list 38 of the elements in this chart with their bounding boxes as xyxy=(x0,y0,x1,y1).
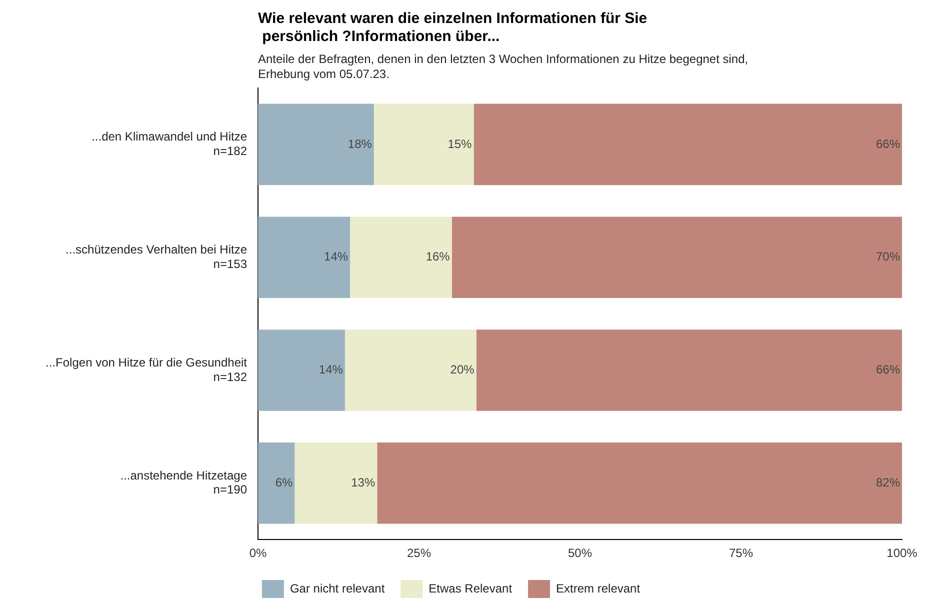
bar xyxy=(258,330,345,411)
data-label: 66% xyxy=(876,362,900,377)
y-tick-label: ...schützendes Verhalten bei Hitze n=153 xyxy=(66,242,248,271)
bar xyxy=(452,216,902,298)
bar xyxy=(474,104,902,186)
data-label: 82% xyxy=(876,475,900,490)
bar xyxy=(294,442,378,524)
x-tick-label: 100% xyxy=(886,546,918,560)
bar xyxy=(258,104,374,186)
y-tick-label: ...anstehende Hitzetage n=190 xyxy=(120,468,248,497)
legend-label: Extrem relevant xyxy=(556,581,641,596)
x-tick-label: 0% xyxy=(249,546,267,560)
bar xyxy=(344,330,476,411)
bar xyxy=(476,330,902,411)
data-label: 66% xyxy=(876,136,900,151)
x-tick-label: 75% xyxy=(728,546,754,560)
bar xyxy=(377,442,902,524)
x-tick-label: 25% xyxy=(406,546,432,560)
x-tick-label: 50% xyxy=(568,546,592,560)
data-label: 18% xyxy=(348,136,372,151)
data-label: 13% xyxy=(351,475,376,490)
data-label: 15% xyxy=(448,136,472,151)
y-tick-label: ...den Klimawandel und Hitze n=182 xyxy=(92,130,248,158)
bar xyxy=(350,216,452,298)
data-label: 70% xyxy=(876,250,900,264)
bar xyxy=(258,442,295,524)
data-label: 6% xyxy=(275,475,294,490)
data-label: 20% xyxy=(450,362,475,377)
legend-label: Gar nicht relevant xyxy=(290,581,386,596)
bar xyxy=(374,104,474,186)
y-tick-label: ...Folgen von Hitze für die Gesundheit n=132 xyxy=(46,355,248,384)
data-label: 14% xyxy=(318,362,344,377)
chart-subtitle: Anteile der Befragten, denen in den letzten 3 Wochen Informationen zu Hitze begegnet sind, Erhebung vom 05.07.23. xyxy=(258,52,748,82)
data-label: 16% xyxy=(426,250,450,264)
data-label: 14% xyxy=(324,250,348,264)
chart-title: Wie relevant waren die einzelnen Informationen für Sie persönlich ?Informationen über... xyxy=(258,10,648,46)
bar xyxy=(258,216,350,298)
legend-label: Etwas Relevant xyxy=(428,581,513,596)
